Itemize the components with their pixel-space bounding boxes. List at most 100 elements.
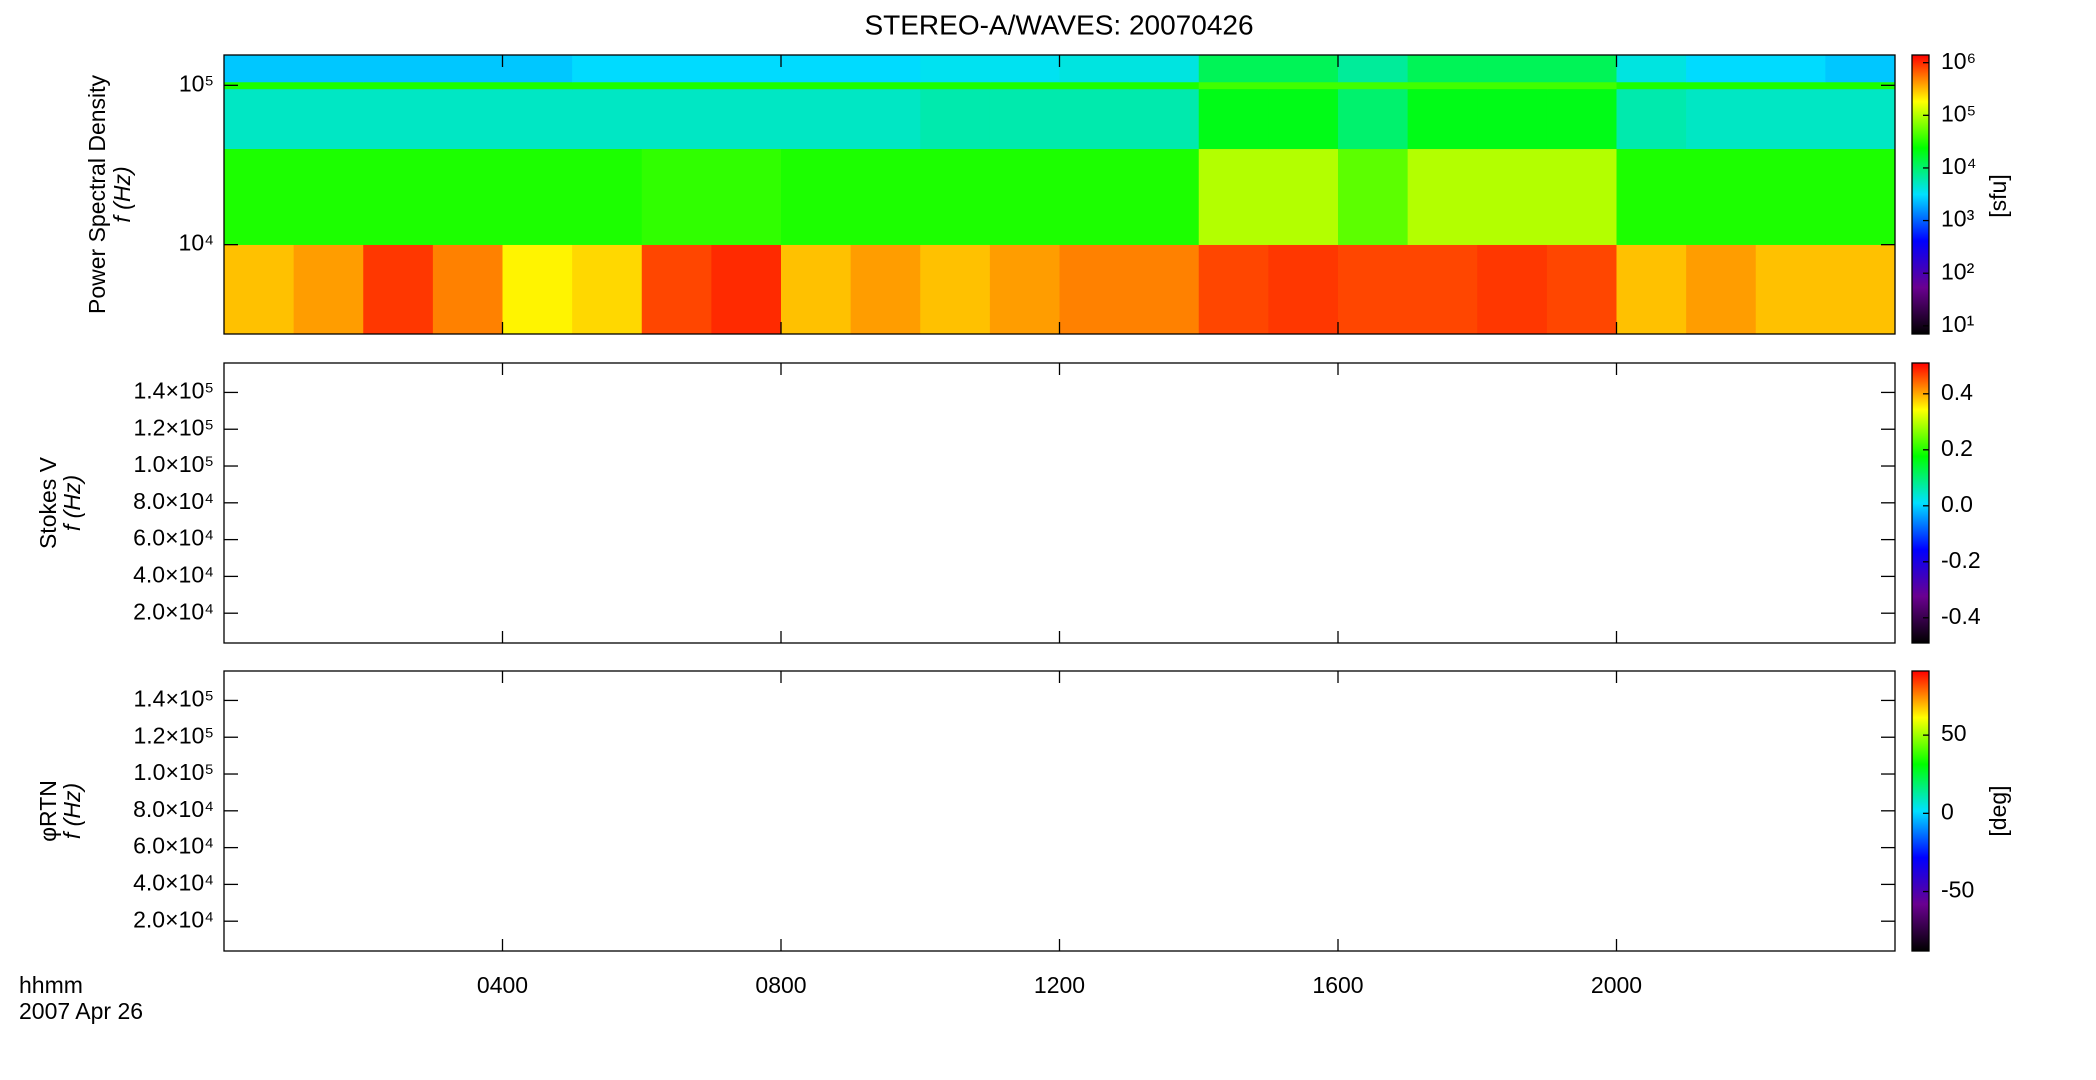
heat-cell (1755, 81, 1826, 90)
heat-cell (1268, 148, 1339, 245)
heat-cell (1825, 55, 1896, 83)
y-tick-label: 6.0×10⁴ (133, 833, 214, 859)
y-tick-label: 1.4×10⁵ (133, 378, 214, 404)
heat-cell (1129, 88, 1200, 150)
heat-cell (1825, 81, 1896, 90)
y-tick-label: 8.0×10⁴ (133, 796, 214, 822)
x-tick-label: 1200 (1034, 972, 1085, 998)
heat-cell (1338, 244, 1409, 335)
y-tick-label: 10⁵ (179, 70, 214, 96)
heat-cell (293, 88, 364, 150)
heat-cell (224, 55, 295, 83)
heat-cell (920, 81, 991, 90)
heat-cell (1059, 88, 1130, 150)
heat-cell (293, 55, 364, 83)
heat-cell (1268, 244, 1339, 335)
heat-cell (432, 55, 503, 83)
heat-cell (989, 81, 1060, 90)
heat-cell (1129, 81, 1200, 90)
x-tick-label: 0800 (755, 972, 806, 998)
heat-cell (1825, 244, 1896, 335)
heat-cell (781, 55, 852, 83)
heat-cell (641, 55, 712, 83)
colorbar-tick-label: 0.4 (1941, 379, 1973, 405)
heat-cell (711, 81, 782, 90)
heat-cell (1686, 81, 1757, 90)
heat-cell (224, 81, 295, 90)
colorbar-tick-label: 0 (1941, 798, 1954, 824)
heat-cell (1268, 81, 1339, 90)
x-tick-label: 2000 (1591, 972, 1642, 998)
y-axis-label: f (Hz) (59, 475, 85, 531)
y-tick-label: 1.0×10⁵ (133, 451, 214, 477)
heat-cell (502, 55, 573, 83)
heat-cell (1616, 148, 1687, 245)
heat-cell (850, 55, 921, 83)
heat-cell (432, 81, 503, 90)
y-tick-label: 1.2×10⁵ (133, 414, 214, 440)
heat-cell (502, 148, 573, 245)
panel-frame (223, 362, 1896, 644)
heat-cell (781, 148, 852, 245)
heat-cell (1825, 88, 1896, 150)
heat-cell (641, 244, 712, 335)
heat-cell (1059, 55, 1130, 83)
heat-cell (293, 81, 364, 90)
x-tick-label: 0400 (477, 972, 528, 998)
colorbar-tick-label: 10¹ (1941, 311, 1975, 337)
heat-cell (989, 244, 1060, 335)
x-tick-label: 1600 (1312, 972, 1363, 998)
colorbar-tick-label: -50 (1941, 877, 1974, 903)
heat-cell (502, 81, 573, 90)
y-tick-label: 1.4×10⁵ (133, 686, 214, 712)
heat-cell (1407, 244, 1478, 335)
heat-cell (1546, 88, 1617, 150)
heat-cell (1407, 88, 1478, 150)
heat-cell (293, 148, 364, 245)
heat-cell (363, 244, 434, 335)
heat-cell (1477, 81, 1548, 90)
heat-cell (1338, 81, 1409, 90)
colorbar-tick-label: 10⁴ (1941, 153, 1976, 179)
heat-cell (850, 244, 921, 335)
heat-cell (572, 148, 643, 245)
heat-cell (1616, 244, 1687, 335)
heat-cell (363, 81, 434, 90)
heat-cell (224, 148, 295, 245)
heat-cell (989, 88, 1060, 150)
heat-cell (641, 148, 712, 245)
heat-cell (1755, 244, 1826, 335)
y-tick-label: 1.2×10⁵ (133, 722, 214, 748)
heat-cell (293, 244, 364, 335)
heat-cell (1268, 88, 1339, 150)
heat-cell (1059, 244, 1130, 335)
heat-cell (989, 55, 1060, 83)
heat-cell (432, 88, 503, 150)
heat-cell (850, 81, 921, 90)
y-axis-label: φRTN (35, 780, 61, 842)
colorbar-tick-label: 10⁵ (1941, 100, 1976, 126)
heat-cell (1198, 244, 1269, 335)
heat-cell (1338, 55, 1409, 83)
heat-cell (920, 148, 991, 245)
y-tick-label: 6.0×10⁴ (133, 525, 214, 551)
heat-cell (781, 244, 852, 335)
heat-cell (989, 148, 1060, 245)
heat-cell (1059, 81, 1130, 90)
heat-cell (1686, 55, 1757, 83)
heat-cell (1477, 88, 1548, 150)
colorbar-label: [deg] (1985, 785, 2011, 836)
heat-cell (641, 81, 712, 90)
heat-cell (572, 88, 643, 150)
heat-cell (502, 88, 573, 150)
heat-cell (1129, 55, 1200, 83)
heat-cell (1338, 148, 1409, 245)
y-axis-label: Power Spectral Density (84, 74, 110, 314)
colorbar-tick-label: 10⁶ (1941, 48, 1976, 74)
colorbar-tick-label: 50 (1941, 720, 1967, 746)
colorbar-tick-label: -0.4 (1941, 603, 1981, 629)
heat-cell (850, 88, 921, 150)
y-tick-label: 8.0×10⁴ (133, 488, 214, 514)
y-axis-label: Stokes V (35, 456, 61, 549)
heat-cell (1616, 81, 1687, 90)
